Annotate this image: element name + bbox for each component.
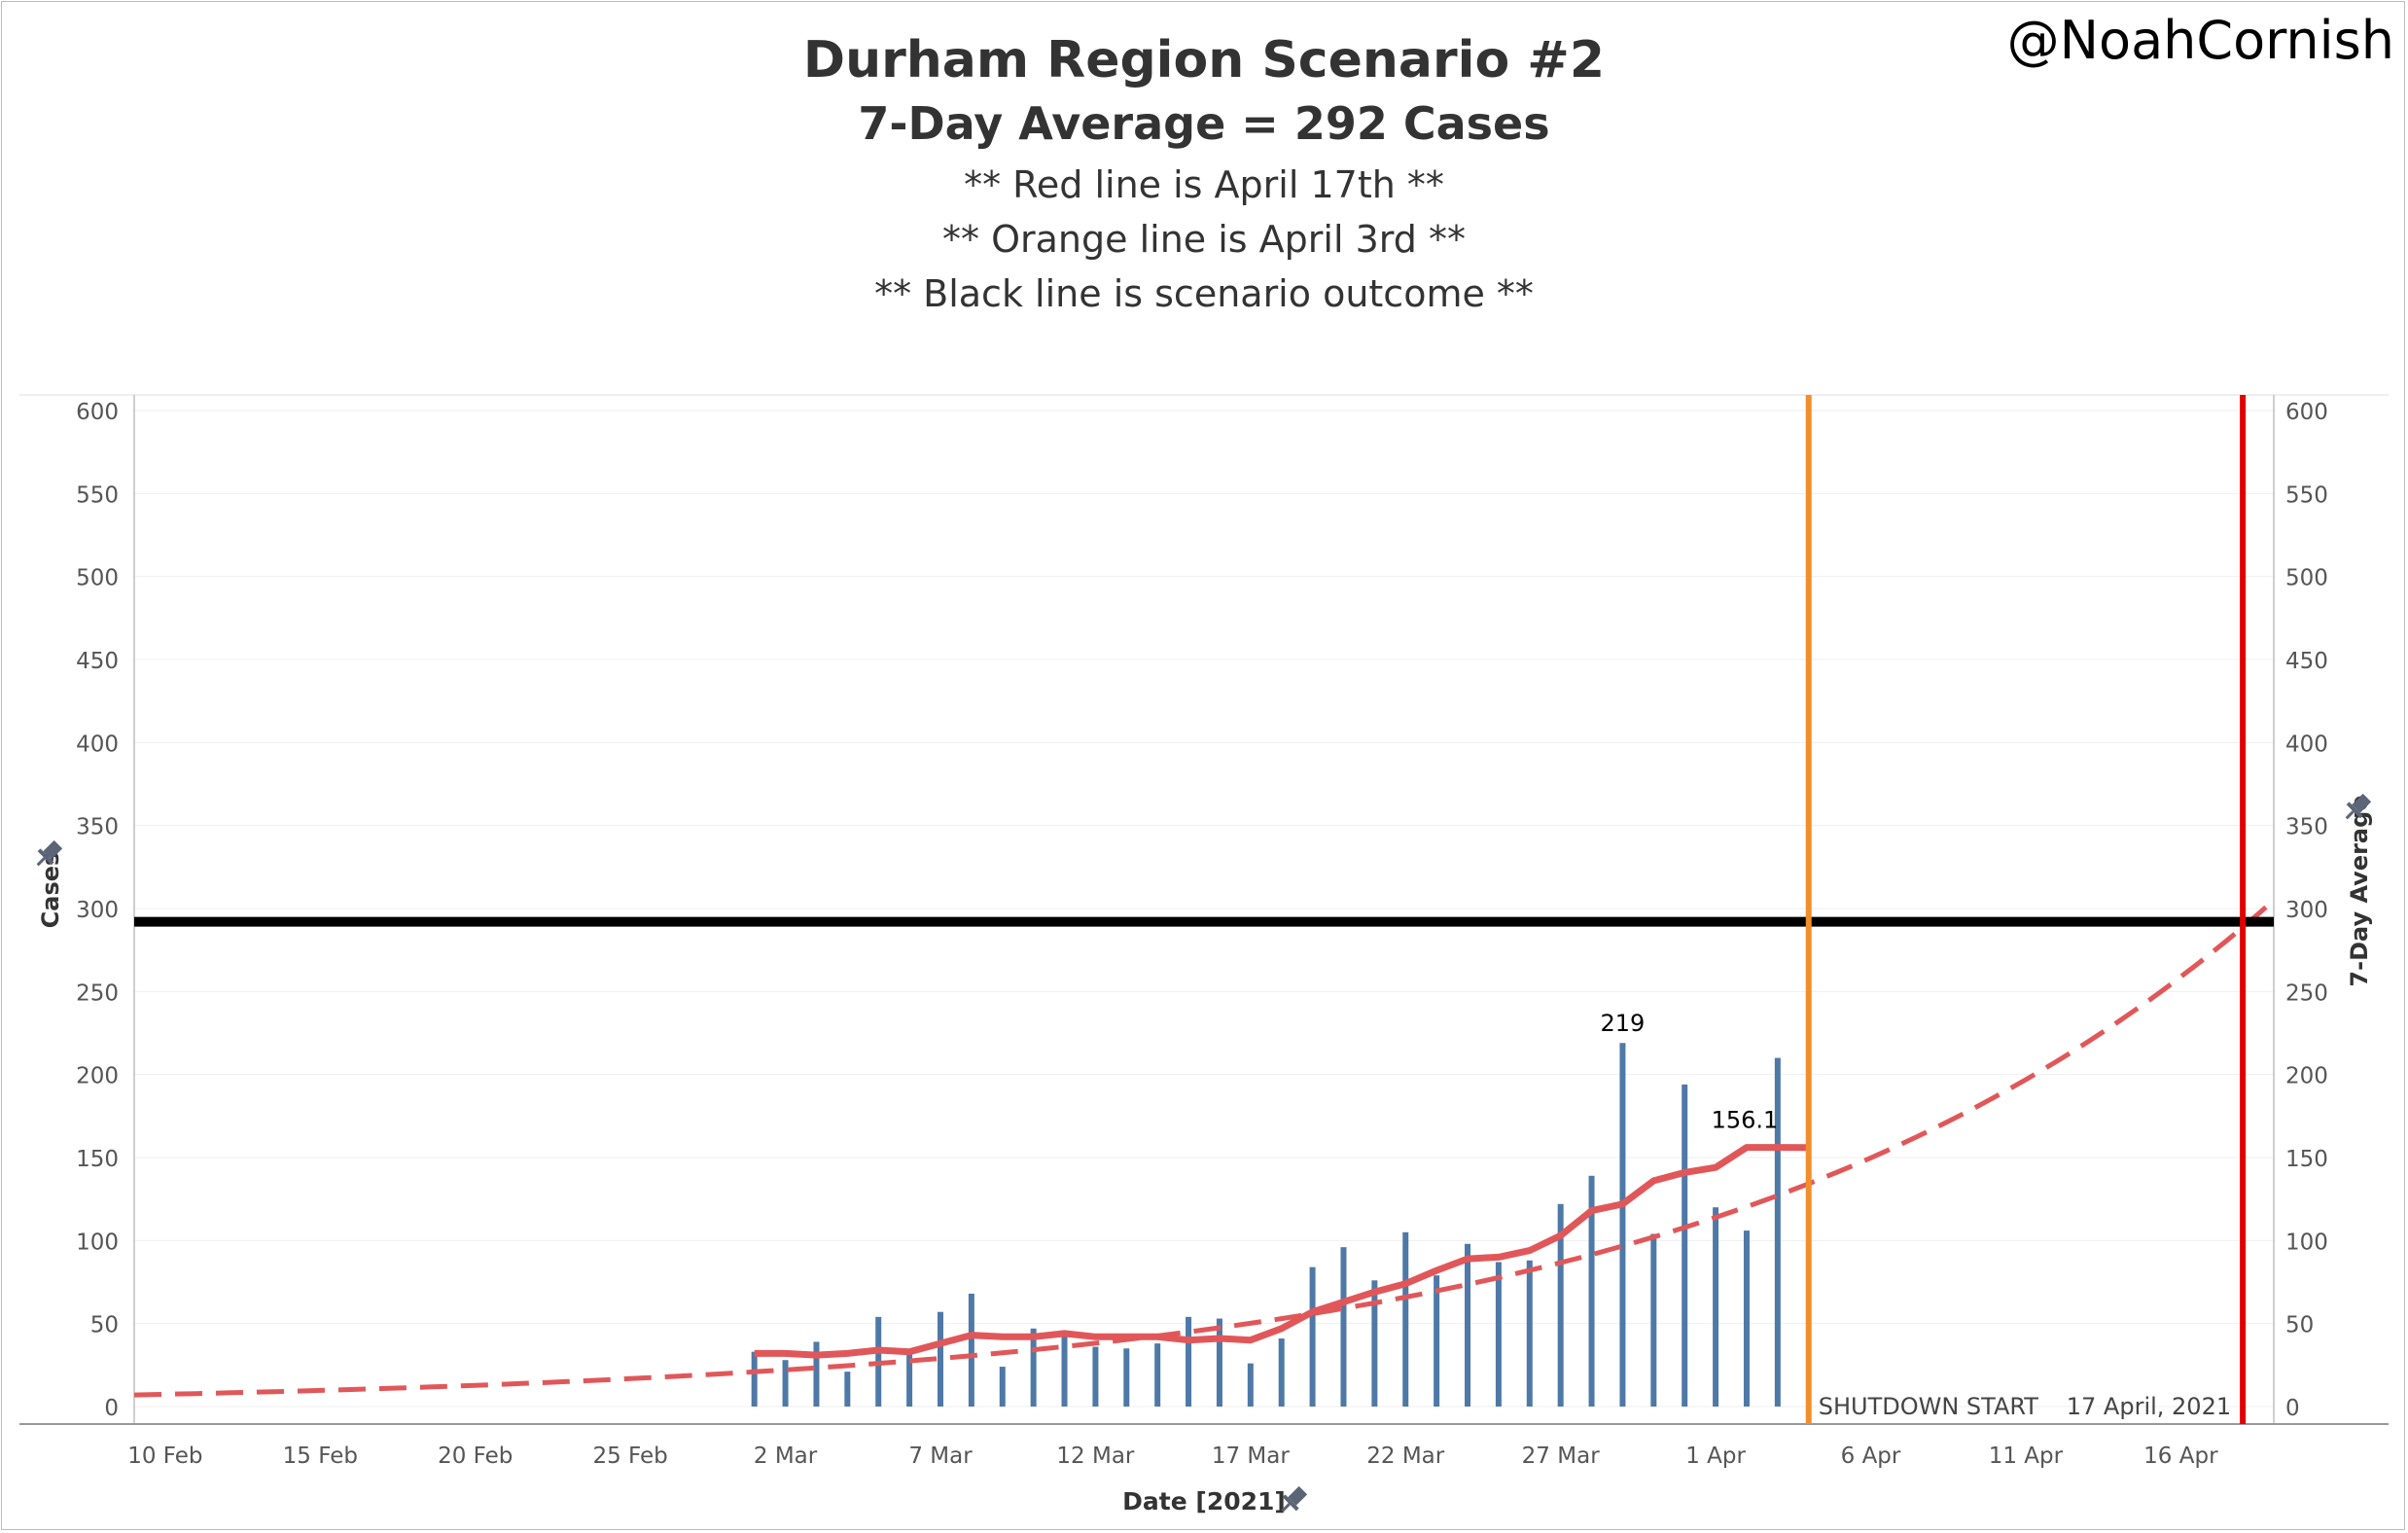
- x-tick-label: 20 Feb: [438, 1444, 513, 1469]
- y-tick-label-left: 450: [76, 649, 119, 674]
- note-orange-line: ** Orange line is April 3rd **: [942, 218, 1466, 261]
- x-tick-label: 25 Feb: [592, 1444, 667, 1469]
- case-bar: [1402, 1231, 1409, 1407]
- y-tick-label-left: 50: [90, 1313, 119, 1338]
- y-tick-label-left: 300: [76, 898, 119, 923]
- projection-curve: [133, 898, 2276, 1398]
- y-tick-label-right: 50: [2285, 1313, 2314, 1338]
- case-bar: [1774, 1057, 1781, 1407]
- case-bar: [1526, 1260, 1533, 1407]
- case-bar: [1309, 1266, 1316, 1407]
- case-bar: [1619, 1043, 1626, 1407]
- case-bar: [1650, 1233, 1657, 1407]
- y-tick-label-right: 150: [2285, 1147, 2328, 1172]
- case-bar: [1092, 1346, 1099, 1407]
- author-handle: @NoahCornish: [2006, 10, 2394, 71]
- x-axis-label: Date [2021]: [1122, 1487, 1286, 1515]
- case-bar: [1495, 1262, 1502, 1407]
- case-bar: [1588, 1175, 1595, 1407]
- x-tick-label: 17 Mar: [1212, 1444, 1291, 1469]
- case-bar: [1713, 1207, 1719, 1407]
- case-bar: [1186, 1316, 1192, 1407]
- chart-subtitle: 7-Day Average = 292 Cases: [858, 97, 1550, 150]
- average-data-label: 156.1: [1712, 1107, 1779, 1134]
- shutdown-start-label: SHUTDOWN START: [1819, 1393, 2039, 1420]
- case-bar: [782, 1360, 789, 1407]
- y-tick-label-left: 150: [76, 1147, 119, 1172]
- case-bar: [906, 1353, 913, 1407]
- peak-data-label: 219: [1601, 1010, 1646, 1037]
- x-tick-label: 6 Apr: [1841, 1444, 1901, 1469]
- y-tick-label-left: 100: [76, 1230, 119, 1255]
- case-bar: [968, 1293, 974, 1407]
- case-bar: [1216, 1318, 1222, 1407]
- y-tick-label-right: 250: [2285, 980, 2328, 1006]
- y-tick-label-right: 450: [2285, 649, 2328, 674]
- case-bar: [1465, 1243, 1471, 1407]
- y-tick-label-right: 600: [2285, 400, 2328, 425]
- y-tick-label-right: 300: [2285, 898, 2328, 923]
- left-axis-pin-icon: [36, 839, 63, 867]
- x-tick-label: 2 Mar: [754, 1444, 818, 1469]
- x-axis-ticks: 10 Feb 15 Feb 20 Feb 25 Feb 2 Mar 7 Mar 12 Mar…: [127, 1444, 2218, 1469]
- chart-title: Durham Region Scenario #2: [802, 31, 1606, 89]
- left-axis-label: Cases: [37, 852, 64, 929]
- x-axis-pin-icon: [1281, 1485, 1308, 1513]
- seven-day-average-line: [754, 1144, 1809, 1359]
- x-tick-label: 7 Mar: [908, 1444, 973, 1469]
- case-bar: [1340, 1247, 1347, 1407]
- y-tick-label-left: 350: [76, 815, 119, 840]
- case-bar: [1371, 1280, 1378, 1407]
- y-tick-label-right: 500: [2285, 566, 2328, 591]
- case-bar: [1743, 1230, 1750, 1407]
- x-tick-label: 16 Apr: [2143, 1444, 2218, 1469]
- x-tick-label: 11 Apr: [1989, 1444, 2064, 1469]
- note-red-line: ** Red line is April 17th **: [964, 163, 1444, 206]
- case-bar: [1278, 1338, 1285, 1407]
- case-bar: [1123, 1348, 1130, 1407]
- right-axis-label: 7-Day Average: [2346, 795, 2373, 986]
- x-tick-label: 10 Feb: [127, 1444, 202, 1469]
- gridlines: [134, 410, 2274, 1408]
- case-bar: [751, 1351, 758, 1407]
- case-bar: [844, 1372, 851, 1407]
- case-bar: [1434, 1275, 1440, 1407]
- case-bar: [1557, 1203, 1564, 1407]
- left-axis-ticks: 0 50 100 150 200 250 300 350 400 450 500 550 600: [76, 400, 119, 1421]
- case-bar: [813, 1341, 820, 1407]
- x-tick-label: 12 Mar: [1056, 1444, 1135, 1469]
- case-bar: [1030, 1328, 1037, 1407]
- y-tick-label-left: 250: [76, 980, 119, 1006]
- y-tick-label-left: 400: [76, 731, 119, 757]
- y-tick-label-left: 200: [76, 1064, 119, 1089]
- y-tick-label-left: 0: [104, 1396, 119, 1421]
- y-tick-label-right: 0: [2285, 1396, 2300, 1421]
- y-tick-label-left: 600: [76, 400, 119, 425]
- y-tick-label-right: 100: [2285, 1230, 2328, 1255]
- x-tick-label: 15 Feb: [283, 1444, 358, 1469]
- case-bar: [1247, 1363, 1254, 1407]
- case-bar: [1682, 1084, 1688, 1407]
- y-tick-label-left: 550: [76, 482, 119, 508]
- right-axis-pin-icon: [2345, 793, 2372, 820]
- case-bar: [1061, 1335, 1068, 1407]
- y-tick-label-right: 200: [2285, 1064, 2328, 1089]
- y-tick-label-right: 350: [2285, 815, 2328, 840]
- x-tick-label: 1 Apr: [1685, 1444, 1746, 1469]
- note-black-line: ** Black line is scenario outcome **: [874, 272, 1534, 315]
- x-tick-label: 27 Mar: [1522, 1444, 1601, 1469]
- case-bar: [1154, 1343, 1161, 1407]
- y-tick-label-left: 500: [76, 566, 119, 591]
- april-17-date-label: 17 April, 2021: [2067, 1393, 2231, 1420]
- case-bar: [937, 1311, 943, 1407]
- right-axis-ticks: 0 50 100 150 200 250 300 350 400 450 500 550 600: [2285, 400, 2328, 1421]
- x-tick-label: 22 Mar: [1366, 1444, 1445, 1469]
- y-tick-label-right: 550: [2285, 482, 2328, 508]
- case-bar: [999, 1367, 1006, 1407]
- y-tick-label-right: 400: [2285, 731, 2328, 757]
